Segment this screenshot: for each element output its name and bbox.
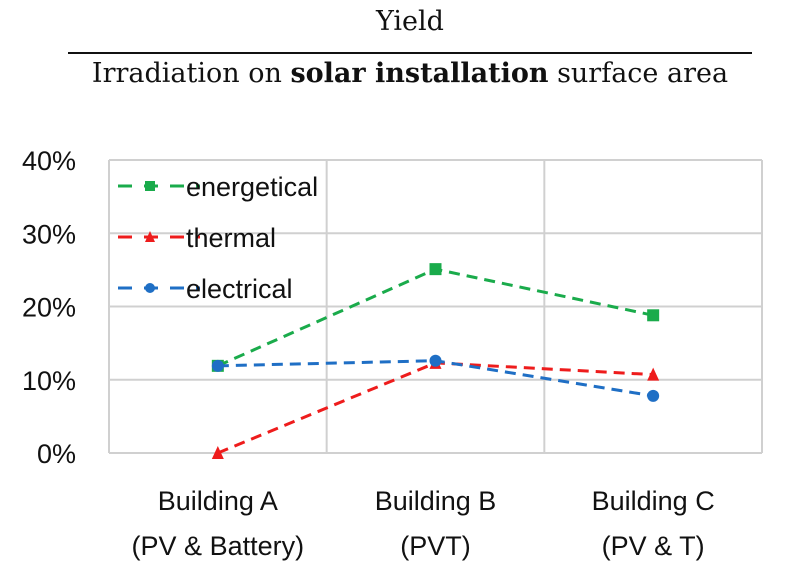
marker-circle	[211, 359, 224, 372]
marker-square	[145, 181, 155, 191]
series-line-thermal	[217, 361, 654, 455]
y-tick-label: 0%	[37, 439, 76, 469]
marker-triangle	[211, 446, 224, 459]
legend-label-thermal: thermal	[186, 223, 276, 253]
marker-square	[429, 263, 442, 276]
title-part: surface area	[548, 58, 729, 89]
title-denominator: Irradiation on solar installation surfac…	[0, 58, 800, 89]
x-tick-label: (PV & T)	[602, 531, 705, 561]
title-part-bold: solar installation	[290, 58, 549, 89]
y-tick-label: 10%	[22, 366, 76, 396]
legend-label-electrical: electrical	[186, 274, 293, 304]
x-tick-label: Building C	[592, 486, 715, 516]
marker-circle	[647, 389, 660, 402]
y-tick-label: 40%	[22, 146, 76, 176]
title-part: Irradiation on	[91, 58, 291, 89]
x-tick-label: (PV & Battery)	[132, 531, 305, 561]
y-tick-label: 20%	[22, 293, 76, 323]
marker-triangle	[145, 231, 155, 242]
marker-triangle	[647, 367, 660, 381]
marker-square	[647, 309, 660, 322]
title-numerator: Yield	[376, 6, 444, 37]
marker-circle	[145, 283, 155, 293]
x-tick-label: (PVT)	[400, 531, 471, 561]
x-tick-label: Building A	[158, 486, 278, 516]
fraction-line	[68, 52, 752, 54]
marker-circle	[429, 354, 442, 367]
x-tick-label: Building B	[375, 486, 497, 516]
y-tick-label: 30%	[22, 219, 76, 249]
legend-label-energetical: energetical	[186, 172, 318, 202]
